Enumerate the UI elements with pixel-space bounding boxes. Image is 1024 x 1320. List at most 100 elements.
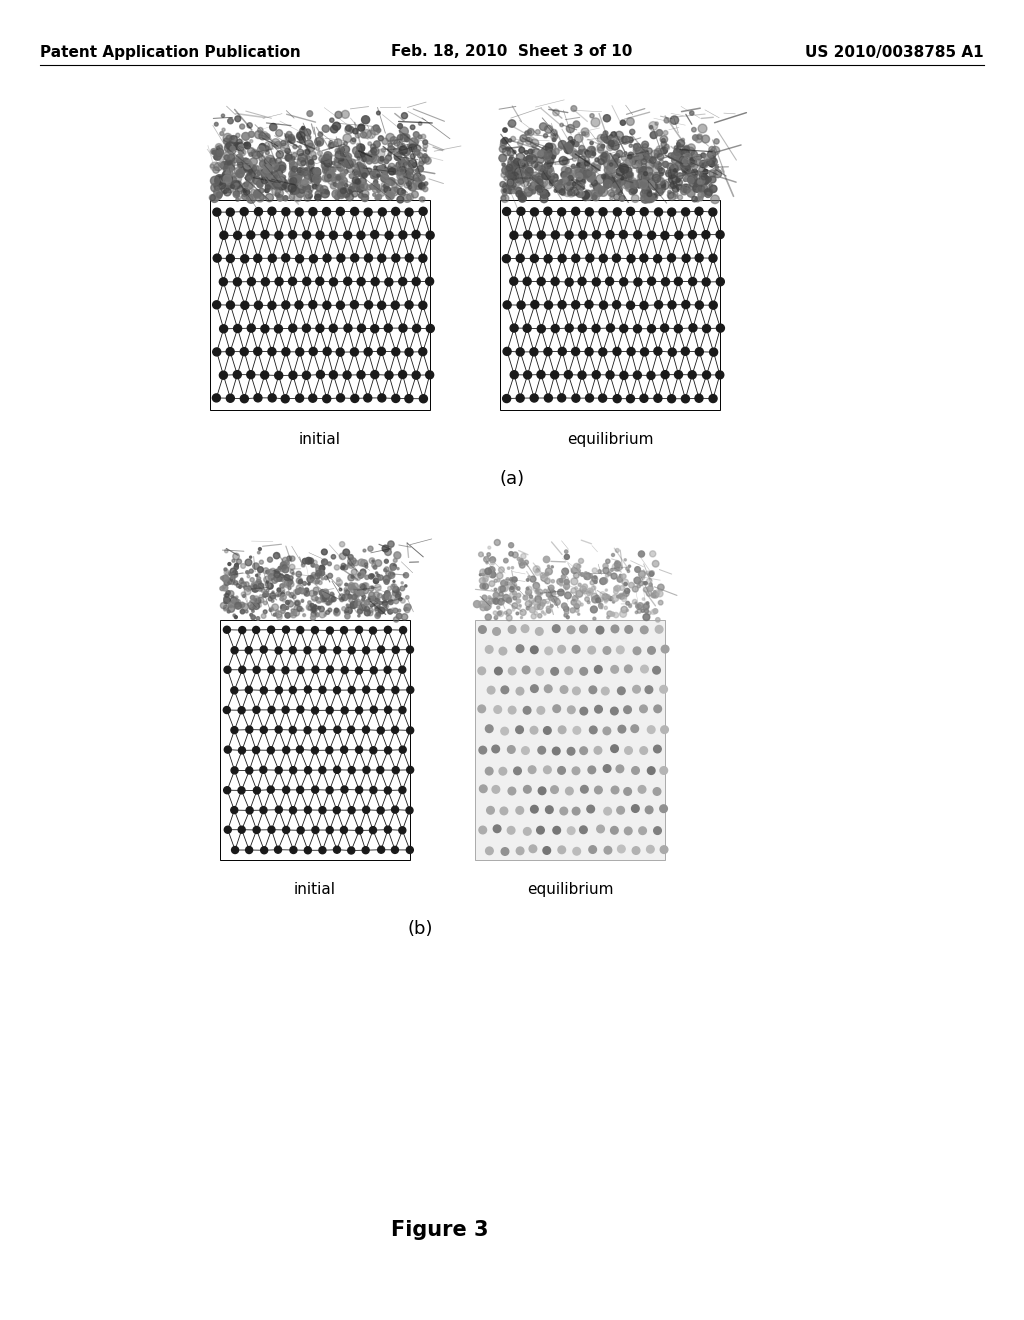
Circle shape	[528, 149, 532, 154]
Circle shape	[424, 157, 431, 164]
Circle shape	[574, 586, 578, 590]
Circle shape	[394, 586, 398, 590]
Circle shape	[351, 564, 353, 566]
Circle shape	[553, 747, 560, 755]
Circle shape	[490, 561, 495, 565]
Circle shape	[696, 154, 701, 160]
Circle shape	[377, 128, 381, 132]
Circle shape	[611, 183, 621, 193]
Circle shape	[495, 589, 497, 591]
Circle shape	[254, 585, 257, 589]
Circle shape	[286, 601, 290, 605]
Circle shape	[350, 139, 355, 144]
Circle shape	[622, 137, 627, 143]
Circle shape	[638, 172, 647, 181]
Circle shape	[299, 587, 301, 590]
Circle shape	[515, 164, 519, 168]
Circle shape	[352, 128, 358, 133]
Circle shape	[279, 574, 284, 578]
Circle shape	[615, 178, 623, 186]
Circle shape	[642, 598, 645, 601]
Circle shape	[397, 170, 402, 176]
Circle shape	[483, 576, 488, 581]
Circle shape	[399, 168, 404, 173]
Circle shape	[560, 686, 568, 693]
Circle shape	[587, 176, 594, 182]
Circle shape	[676, 178, 680, 182]
Circle shape	[643, 603, 649, 609]
Circle shape	[577, 590, 579, 593]
Circle shape	[545, 143, 553, 150]
Circle shape	[625, 747, 632, 754]
Circle shape	[535, 165, 541, 170]
Circle shape	[512, 591, 516, 595]
Circle shape	[371, 154, 379, 164]
Circle shape	[628, 152, 634, 157]
Circle shape	[646, 156, 652, 162]
Circle shape	[551, 595, 553, 598]
Circle shape	[603, 115, 610, 121]
Circle shape	[550, 605, 553, 607]
Circle shape	[501, 187, 508, 194]
Circle shape	[304, 129, 311, 136]
Circle shape	[610, 178, 618, 186]
Circle shape	[592, 586, 596, 590]
Circle shape	[270, 162, 279, 170]
Circle shape	[573, 573, 580, 578]
Circle shape	[646, 602, 649, 605]
Circle shape	[375, 560, 382, 566]
Circle shape	[388, 168, 395, 174]
Circle shape	[300, 609, 304, 611]
Circle shape	[271, 162, 278, 169]
Circle shape	[481, 573, 484, 576]
Circle shape	[377, 574, 380, 577]
Circle shape	[657, 585, 665, 590]
Circle shape	[675, 195, 678, 198]
Circle shape	[611, 626, 618, 632]
Text: (a): (a)	[500, 470, 524, 488]
Circle shape	[547, 609, 551, 612]
Circle shape	[268, 574, 274, 579]
Circle shape	[699, 185, 708, 193]
Circle shape	[610, 141, 620, 150]
Circle shape	[308, 194, 312, 198]
Circle shape	[358, 573, 364, 578]
Circle shape	[546, 147, 552, 153]
Circle shape	[269, 593, 275, 599]
Circle shape	[565, 667, 572, 675]
Circle shape	[711, 195, 719, 203]
Circle shape	[570, 180, 579, 189]
Circle shape	[267, 569, 274, 577]
Circle shape	[520, 135, 527, 143]
Circle shape	[592, 190, 598, 197]
Circle shape	[248, 602, 253, 607]
Circle shape	[525, 137, 532, 144]
Circle shape	[333, 123, 341, 131]
Circle shape	[352, 177, 359, 183]
Circle shape	[537, 603, 539, 605]
Circle shape	[347, 606, 349, 609]
Circle shape	[238, 186, 243, 191]
Circle shape	[676, 148, 681, 153]
Circle shape	[684, 145, 689, 150]
Circle shape	[364, 583, 369, 587]
Circle shape	[507, 172, 514, 178]
Circle shape	[247, 123, 252, 128]
Circle shape	[227, 147, 236, 154]
Circle shape	[315, 581, 318, 583]
Circle shape	[349, 558, 356, 564]
Circle shape	[617, 845, 625, 853]
Circle shape	[237, 170, 244, 178]
Circle shape	[301, 564, 305, 568]
Circle shape	[356, 162, 361, 166]
Circle shape	[256, 193, 264, 202]
Circle shape	[507, 826, 515, 834]
Circle shape	[280, 583, 285, 589]
Circle shape	[596, 626, 604, 634]
Circle shape	[573, 564, 580, 570]
Circle shape	[308, 601, 311, 605]
Circle shape	[641, 194, 646, 198]
Circle shape	[541, 191, 548, 198]
Circle shape	[577, 185, 582, 189]
Circle shape	[279, 578, 282, 581]
